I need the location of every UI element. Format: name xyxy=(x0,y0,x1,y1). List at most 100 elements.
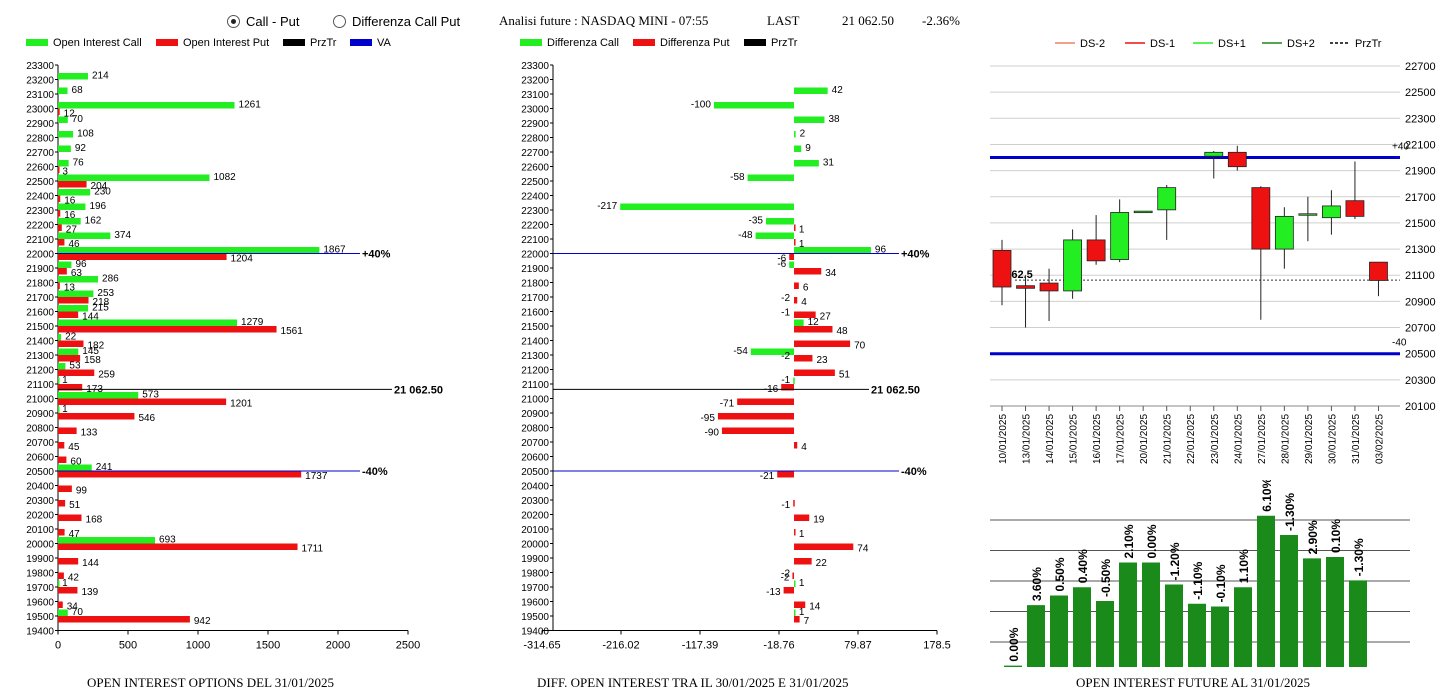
oi-bar xyxy=(1165,584,1183,667)
top-bar: Call - Put Differenza Call Put Analisi f… xyxy=(0,8,1453,32)
put-bar xyxy=(58,253,227,260)
oi-bar-label: 2.10% xyxy=(1122,524,1136,558)
candle-body xyxy=(1274,215,1294,250)
candle-body xyxy=(1157,187,1177,211)
put-bar xyxy=(58,326,277,333)
call-value-label: 1279 xyxy=(241,317,264,328)
strike-label: 22600 xyxy=(26,163,54,174)
call-bar xyxy=(747,174,795,181)
oi-bar xyxy=(1188,603,1206,667)
put-bar xyxy=(794,326,833,333)
call-value-label: 196 xyxy=(89,201,106,212)
y-tick-label: 20700 xyxy=(1405,323,1436,335)
call-bar xyxy=(794,580,796,587)
put-bar xyxy=(58,340,84,347)
call-value-label: 2 xyxy=(800,129,806,140)
call-bar xyxy=(58,609,68,616)
date-label: 15/01/2025 xyxy=(1069,414,1080,464)
call-bar xyxy=(58,406,60,413)
strike-label: 20800 xyxy=(521,424,549,435)
strike-label: 21800 xyxy=(26,279,54,290)
date-label: 10/01/2025 xyxy=(998,414,1009,464)
strike-label: 20500 xyxy=(521,467,549,478)
va-high-label: +40% xyxy=(901,249,930,261)
legend-label-4: PrzTr xyxy=(1355,38,1382,50)
call-bar xyxy=(794,87,828,94)
call-bar xyxy=(58,334,62,341)
put-bar xyxy=(794,514,810,521)
put-value-label: 1204 xyxy=(231,254,254,265)
strike-label: 21100 xyxy=(27,380,55,391)
radio-call-put[interactable]: Call - Put xyxy=(227,14,299,29)
x-tick-label: 1000 xyxy=(186,640,210,652)
put-value-label: 259 xyxy=(98,370,115,381)
oi-bar xyxy=(1142,562,1160,667)
strike-label: 19500 xyxy=(521,612,549,623)
strike-label: 20400 xyxy=(26,482,54,493)
put-value-label: -6 xyxy=(777,254,786,265)
call-bar xyxy=(765,218,795,225)
oi-bar xyxy=(1096,601,1114,667)
call-value-label: 70 xyxy=(72,607,84,618)
put-value-label: 34 xyxy=(67,602,79,613)
put-value-label: 51 xyxy=(839,370,851,381)
call-value-label: 374 xyxy=(114,230,131,241)
x-tick-label: 0 xyxy=(55,640,61,652)
put-bar xyxy=(58,514,82,521)
strike-label: 20000 xyxy=(26,540,54,551)
candle-body xyxy=(1251,187,1271,250)
call-value-label: 1 xyxy=(799,578,805,589)
extra-value-label: -2 xyxy=(781,293,790,304)
call-value-label: -48 xyxy=(738,230,753,241)
put-value-label: 1 xyxy=(799,239,805,250)
put-value-label: 22 xyxy=(816,558,828,569)
put-bar xyxy=(58,195,61,202)
put-value-label: 74 xyxy=(857,544,869,555)
call-bar xyxy=(755,232,795,239)
legend-label-1: Open Interest Put xyxy=(183,37,269,49)
put-value-label: 34 xyxy=(825,268,837,279)
date-label: 31/01/2025 xyxy=(1351,414,1362,464)
put-bar xyxy=(794,529,796,536)
oi-bar xyxy=(1027,605,1045,667)
put-value-label: -21 xyxy=(760,471,775,482)
candle-body xyxy=(1110,212,1130,260)
call-bar xyxy=(58,116,68,123)
call-bar xyxy=(58,87,68,94)
put-bar xyxy=(58,558,79,565)
put-value-label: -90 xyxy=(704,428,719,439)
strike-label: 19500 xyxy=(26,612,54,623)
date-label: 23/01/2025 xyxy=(1210,414,1221,464)
call-bar xyxy=(794,319,804,326)
oi-bar xyxy=(1073,587,1091,667)
oi-bar-label: -1.20% xyxy=(1168,542,1182,580)
call-bar xyxy=(58,73,88,80)
strike-label: 19900 xyxy=(26,554,54,565)
call-value-label: 573 xyxy=(142,390,159,401)
radio-diff-call-put[interactable]: Differenza Call Put xyxy=(333,14,460,29)
call-value-label: 286 xyxy=(102,274,119,285)
put-bar xyxy=(794,239,796,246)
put-value-label: -13 xyxy=(766,587,781,598)
call-value-label: -6 xyxy=(777,259,786,270)
put-bar xyxy=(58,413,135,420)
put-value-label: 45 xyxy=(68,442,80,453)
date-label: 24/01/2025 xyxy=(1233,414,1244,464)
strike-label: 23200 xyxy=(521,76,549,87)
oi-bar-label: -1.30% xyxy=(1352,538,1366,576)
last-value: 21 062.50 xyxy=(842,13,894,28)
call-value-label: 230 xyxy=(94,187,111,198)
oi-bar-label: -1.10% xyxy=(1191,561,1205,599)
oi-bar xyxy=(1050,595,1068,667)
call-value-label: 1261 xyxy=(239,100,262,111)
y-tick-label: 20100 xyxy=(1405,401,1436,413)
legend-label-2: PrzTr xyxy=(310,37,337,49)
oi-bar-label: -0.50% xyxy=(1099,559,1113,597)
put-bar xyxy=(58,616,190,623)
put-value-label: 218 xyxy=(93,297,110,308)
put-value-label: 63 xyxy=(71,268,83,279)
legend-swatch-2 xyxy=(283,39,305,46)
radio-call-put-label: Call - Put xyxy=(246,14,300,29)
strike-label: 22900 xyxy=(26,119,54,130)
extra-value-label: -1 xyxy=(781,308,790,319)
